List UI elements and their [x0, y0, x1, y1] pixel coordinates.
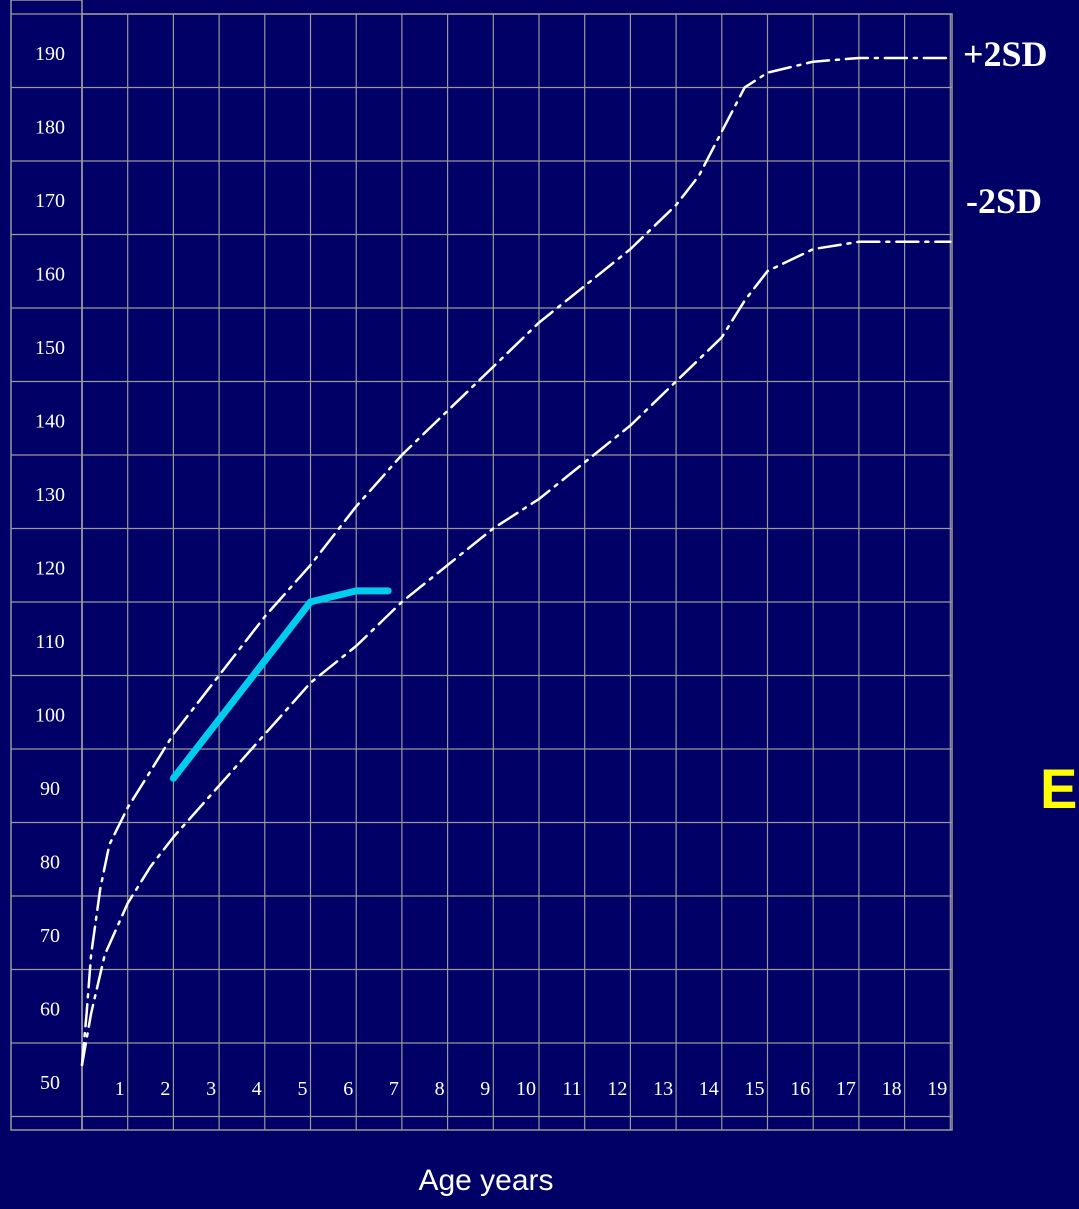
x-tick-label: 8 [435, 1078, 445, 1100]
y-tick-label: 160 [35, 264, 65, 286]
y-tick-label: 90 [40, 778, 60, 800]
x-tick-label: 5 [298, 1078, 308, 1100]
slide-letter: E [1040, 757, 1077, 820]
y-tick-label: 50 [40, 1072, 60, 1094]
x-tick-label: 4 [252, 1078, 262, 1100]
x-tick-labels: 1 2 3 4 5 6 7 8 9 10 11 12 13 14 15 16 17 18 19 [115, 1078, 948, 1100]
x-tick-label: 6 [343, 1078, 353, 1100]
x-tick-label: 1 [115, 1078, 125, 1100]
minus-2sd-label: -2SD [966, 181, 1042, 221]
y-tick-label: 120 [35, 558, 65, 580]
y-tick-label: 100 [35, 705, 65, 727]
plus-2sd-line [80, 56, 952, 1067]
x-tick-label: 7 [389, 1078, 399, 1100]
y-tick-label: 110 [35, 631, 64, 653]
x-tick-label: 10 [516, 1078, 536, 1100]
y-tick-labels: 50 60 70 80 90 100 110 120 130 140 150 160 170 180 190 [35, 43, 65, 1094]
x-tick-label: 18 [882, 1078, 902, 1100]
y-tick-label: 190 [35, 43, 65, 65]
plot-grid [11, 13, 953, 1131]
x-tick-label: 16 [790, 1078, 810, 1100]
series-lines [80, 56, 952, 1067]
x-tick-label: 3 [206, 1078, 216, 1100]
y-tick-label: 130 [35, 484, 65, 506]
y-tick-label: 180 [35, 117, 65, 139]
x-tick-label: 2 [160, 1078, 170, 1100]
x-tick-label: 15 [745, 1078, 765, 1100]
plus-2sd-label: +2SD [963, 34, 1048, 74]
y-tick-label: 70 [40, 925, 60, 947]
x-tick-label: 12 [607, 1078, 627, 1100]
x-tick-label: 9 [480, 1078, 490, 1100]
y-tick-label: 140 [35, 411, 65, 433]
plot-frame [81, 13, 953, 1131]
x-tick-label: 17 [836, 1078, 856, 1100]
x-tick-label: 11 [562, 1078, 581, 1100]
x-tick-label: 14 [699, 1078, 719, 1100]
patient-height-line [169, 587, 392, 782]
x-tick-label: 19 [927, 1078, 947, 1100]
y-tick-label: 170 [35, 190, 65, 212]
x-tick-label: 13 [653, 1078, 673, 1100]
y-tick-label: 60 [40, 999, 60, 1021]
y-tick-label: 150 [35, 337, 65, 359]
minus-2sd-line [80, 240, 952, 1067]
y-tick-label: 80 [40, 852, 60, 874]
x-axis-label: Age years [418, 1164, 553, 1197]
